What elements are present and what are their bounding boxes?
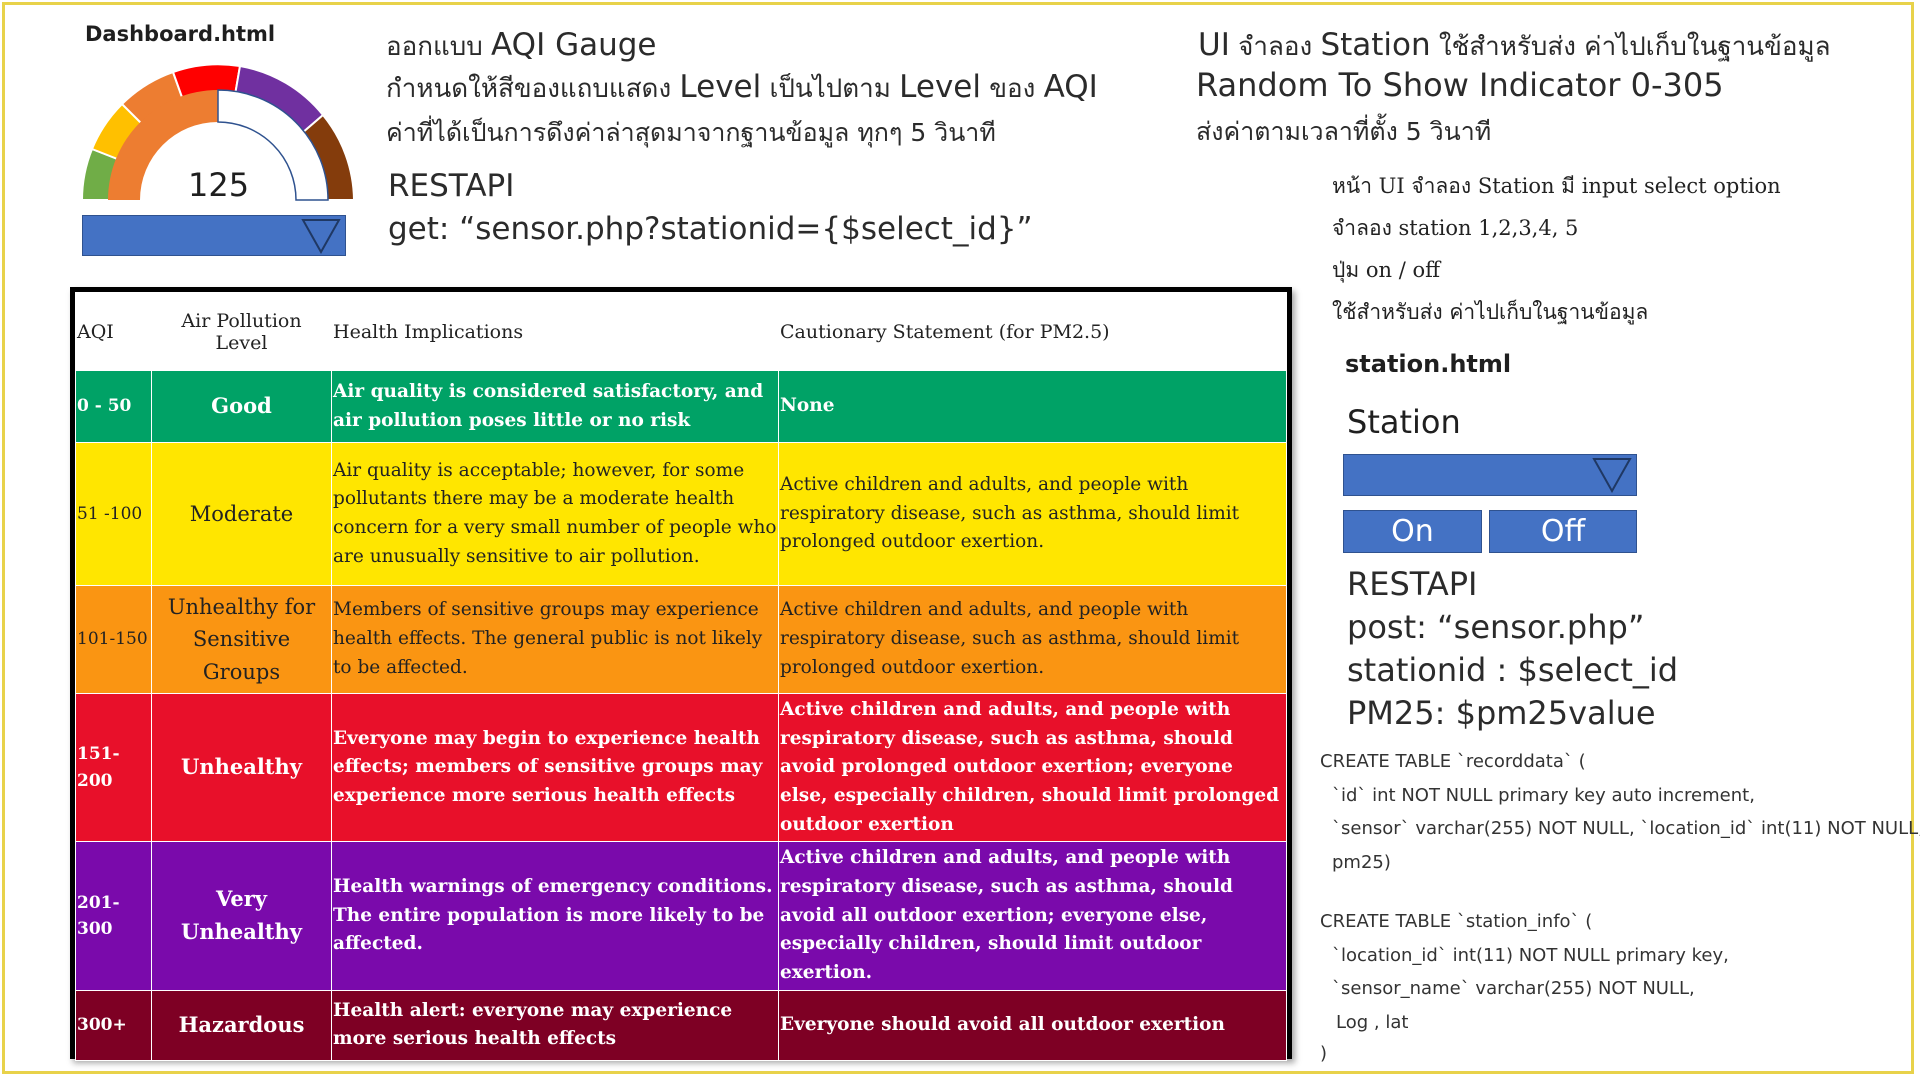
sql-line: `sensor` varchar(255) NOT NULL, `locatio… <box>1332 818 1920 839</box>
table-header-row: AQI Air Pollution Level Health Implicati… <box>75 292 1287 371</box>
pollution-level: Hazardous <box>151 989 332 1061</box>
cautionary-statement: Active children and adults, and people w… <box>778 442 1287 586</box>
gauge-design-note: ออกแบบ AQI Gauge <box>386 27 657 63</box>
pollution-level: Very Unhealthy <box>151 841 332 991</box>
on-button[interactable]: On <box>1343 510 1482 553</box>
sql-line: CREATE TABLE `station_info` ( <box>1320 911 1593 932</box>
station-desc-1: หน้า UI จำลอง Station มี input select op… <box>1332 174 1781 198</box>
station-file-label: station.html <box>1345 350 1512 378</box>
aqi-range: 201-300 <box>75 841 152 991</box>
health-implications: Members of sensitive groups may experien… <box>331 585 779 694</box>
aqi-gauge <box>80 63 356 201</box>
gauge-remaining-arc <box>217 89 329 201</box>
station-label: Station <box>1347 403 1461 441</box>
dashboard-restapi-title: RESTAPI <box>388 168 515 204</box>
send-interval-note: ส่งค่าตามเวลาที่ตั้ง 5 วินาที <box>1196 117 1492 146</box>
aqi-range: 101-150 <box>75 585 152 694</box>
station-restapi-post: post: “sensor.php” <box>1347 608 1645 646</box>
cautionary-statement: Active children and adults, and people w… <box>778 692 1287 843</box>
pollution-level: Good <box>151 370 332 443</box>
gauge-refresh-note: ค่าที่ได้เป็นการดึงค่าล่าสุดมาจากฐานข้อม… <box>386 118 996 147</box>
table-row: 300+ Hazardous Health alert: everyone ma… <box>75 989 1287 1061</box>
health-implications: Everyone may begin to experience health … <box>331 692 779 843</box>
health-implications: Health alert: everyone may experience mo… <box>331 989 779 1061</box>
table-row: 101-150 Unhealthy for Sensitive Groups M… <box>75 585 1287 694</box>
gauge-value: 125 <box>188 166 250 204</box>
chevron-down-icon <box>301 219 341 254</box>
sql-line: `id` int NOT NULL primary key auto incre… <box>1332 785 1755 806</box>
aqi-range: 51 -100 <box>75 442 152 586</box>
table-row: 151-200 Unhealthy Everyone may begin to … <box>75 692 1287 843</box>
aqi-range: 151-200 <box>75 692 152 843</box>
table-row: 0 - 50 Good Air quality is considered sa… <box>75 370 1287 443</box>
station-desc-3: ปุ่ม on / off <box>1332 258 1441 282</box>
pollution-level: Moderate <box>151 442 332 586</box>
table-row: 201-300 Very Unhealthy Health warnings o… <box>75 841 1287 991</box>
sql-line: Log , lat <box>1336 1012 1409 1033</box>
sql-line: CREATE TABLE `recorddata` ( <box>1320 751 1586 772</box>
health-implications: Air quality is acceptable; however, for … <box>331 442 779 586</box>
gauge-value-arc <box>108 90 218 200</box>
aqi-range: 0 - 50 <box>75 370 152 443</box>
cautionary-statement: Everyone should avoid all outdoor exerti… <box>778 989 1287 1061</box>
pollution-level: Unhealthy for Sensitive Groups <box>151 585 332 694</box>
table-row: 51 -100 Moderate Air quality is acceptab… <box>75 442 1287 586</box>
header-aqi: AQI <box>75 292 152 371</box>
station-desc-2: จำลอง station 1,2,3,4, 5 <box>1332 216 1579 240</box>
station-restapi-param-pm25: PM25: $pm25value <box>1347 694 1656 732</box>
cautionary-statement: None <box>778 370 1287 443</box>
cautionary-statement: Active children and adults, and people w… <box>778 585 1287 694</box>
dashboard-station-select[interactable] <box>82 215 346 256</box>
station-select[interactable] <box>1343 454 1637 496</box>
header-health-implications: Health Implications <box>331 292 779 371</box>
sql-line: ) <box>1320 1043 1328 1064</box>
off-button[interactable]: Off <box>1489 510 1637 553</box>
sql-line: pm25) <box>1332 852 1391 873</box>
gauge-color-note: กำหนดให้สีของแถบแสดง Level เป็นไปตาม Lev… <box>386 69 1098 105</box>
station-restapi-title: RESTAPI <box>1347 565 1478 603</box>
random-indicator-note: Random To Show Indicator 0-305 <box>1196 66 1724 104</box>
health-implications: Health warnings of emergency conditions.… <box>331 841 779 991</box>
header-air-pollution-level: Air Pollution Level <box>151 292 332 371</box>
cautionary-statement: Active children and adults, and people w… <box>778 841 1287 991</box>
station-desc-4: ใช้สำหรับส่ง ค่าไปเก็บในฐานข้อมูล <box>1332 300 1649 324</box>
station-restapi-param-stationid: stationid : $select_id <box>1347 651 1679 689</box>
dashboard-restapi-get: get: “sensor.php?stationid={$select_id}” <box>388 211 1033 247</box>
aqi-range: 300+ <box>75 989 152 1061</box>
health-implications: Air quality is considered satisfactory, … <box>331 370 779 443</box>
pollution-level: Unhealthy <box>151 692 332 843</box>
aqi-table: AQI Air Pollution Level Health Implicati… <box>70 287 1292 1061</box>
dashboard-file-label: Dashboard.html <box>85 22 276 46</box>
sql-line: `sensor_name` varchar(255) NOT NULL, <box>1332 978 1695 999</box>
sql-line: `location_id` int(11) NOT NULL primary k… <box>1332 945 1729 966</box>
station-ui-note: UI จำลอง Station ใช้สำหรับส่ง ค่าไปเก็บใ… <box>1198 27 1831 63</box>
chevron-down-icon <box>1592 458 1632 493</box>
header-cautionary-statement: Cautionary Statement (for PM2.5) <box>778 292 1287 371</box>
